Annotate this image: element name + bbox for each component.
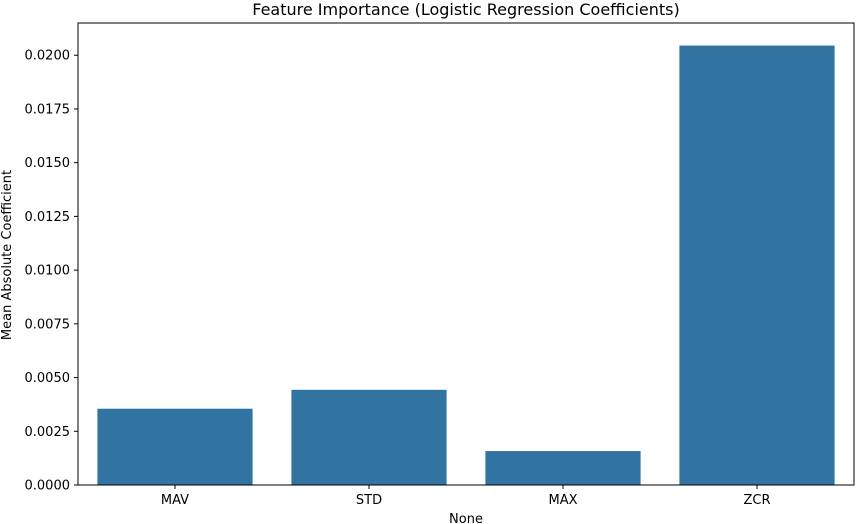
x-tick-label: ZCR (743, 493, 770, 508)
chart-title: Feature Importance (Logistic Regression … (252, 0, 679, 19)
x-tick-label: STD (356, 493, 382, 508)
y-tick-label: 0.0050 (25, 371, 71, 386)
y-tick-label: 0.0075 (25, 317, 71, 332)
x-tick-label: MAV (161, 493, 189, 508)
y-tick-label: 0.0125 (25, 210, 71, 225)
bar-zcr (679, 45, 835, 485)
y-tick-label: 0.0200 (25, 49, 71, 64)
y-tick-label: 0.0100 (25, 264, 71, 279)
x-axis-label: None (449, 512, 483, 524)
bars-layer (97, 45, 835, 485)
y-tick-label: 0.0000 (25, 479, 71, 494)
x-tick-label: MAX (548, 493, 577, 508)
y-tick-label: 0.0025 (25, 425, 71, 440)
bar-std (291, 389, 447, 485)
bar-mav (97, 408, 253, 485)
y-tick-label: 0.0175 (25, 102, 71, 117)
y-axis-label: Mean Absolute Coefficient (0, 170, 15, 340)
bar-max (485, 451, 641, 485)
y-axis: 0.0000 0.0025 0.0050 0.0075 0.0100 0.0125 0.01… (25, 49, 78, 494)
plot-frame (77, 22, 855, 486)
y-tick-label: 0.0150 (25, 156, 71, 171)
x-axis: MAV STD MAX ZCR (161, 485, 771, 508)
